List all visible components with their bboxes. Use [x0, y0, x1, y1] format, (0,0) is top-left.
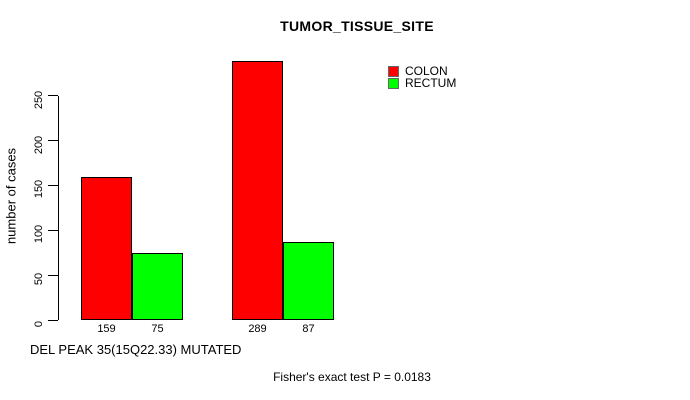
bar-colon-group2: [232, 61, 283, 320]
legend-swatch-rectum: [388, 78, 399, 89]
y-axis-tick-label-text: 50: [33, 273, 45, 286]
legend-swatch-colon: [388, 66, 399, 77]
y-axis-tick-250: [48, 95, 58, 97]
bar-rectum-group1: [132, 253, 183, 320]
bar-value-label-rectum-group1: 75: [151, 323, 164, 335]
chart-title: TUMOR_TISSUE_SITE: [280, 18, 434, 34]
bar-colon-group1: [81, 177, 132, 320]
bar-value-label-colon-group2: 289: [248, 323, 267, 335]
bar-rectum-group2: [283, 242, 334, 320]
y-axis-line: [58, 96, 59, 320]
y-axis-tick-50: [48, 274, 58, 276]
bar-value-label-colon-group1: 159: [97, 323, 116, 335]
legend-label-colon: COLON: [405, 64, 448, 78]
legend: COLON RECTUM: [388, 64, 457, 90]
y-axis-tick-label-text: 250: [33, 90, 45, 109]
y-axis-tick-150: [48, 184, 58, 186]
y-axis-tick-label-text: 200: [33, 135, 45, 154]
legend-item-colon: COLON: [388, 64, 456, 78]
y-axis-tick-0: [48, 319, 58, 321]
y-axis-title-text: number of cases: [3, 147, 19, 245]
legend-label-rectum: RECTUM: [405, 76, 457, 90]
y-axis-tick-200: [48, 140, 58, 142]
legend-item-rectum: RECTUM: [388, 76, 457, 90]
x-axis-title: DEL PEAK 35(15Q22.33) MUTATED: [30, 342, 242, 357]
y-axis-tick-label-text: 100: [33, 225, 45, 244]
y-axis-tick-label-text: 0: [33, 320, 45, 328]
bar-value-label-rectum-group2: 87: [302, 323, 315, 335]
y-axis-tick-100: [48, 229, 58, 231]
annotation-fisher-test: Fisher's exact test P = 0.0183: [273, 370, 431, 384]
y-axis-tick-label-text: 150: [33, 180, 45, 199]
